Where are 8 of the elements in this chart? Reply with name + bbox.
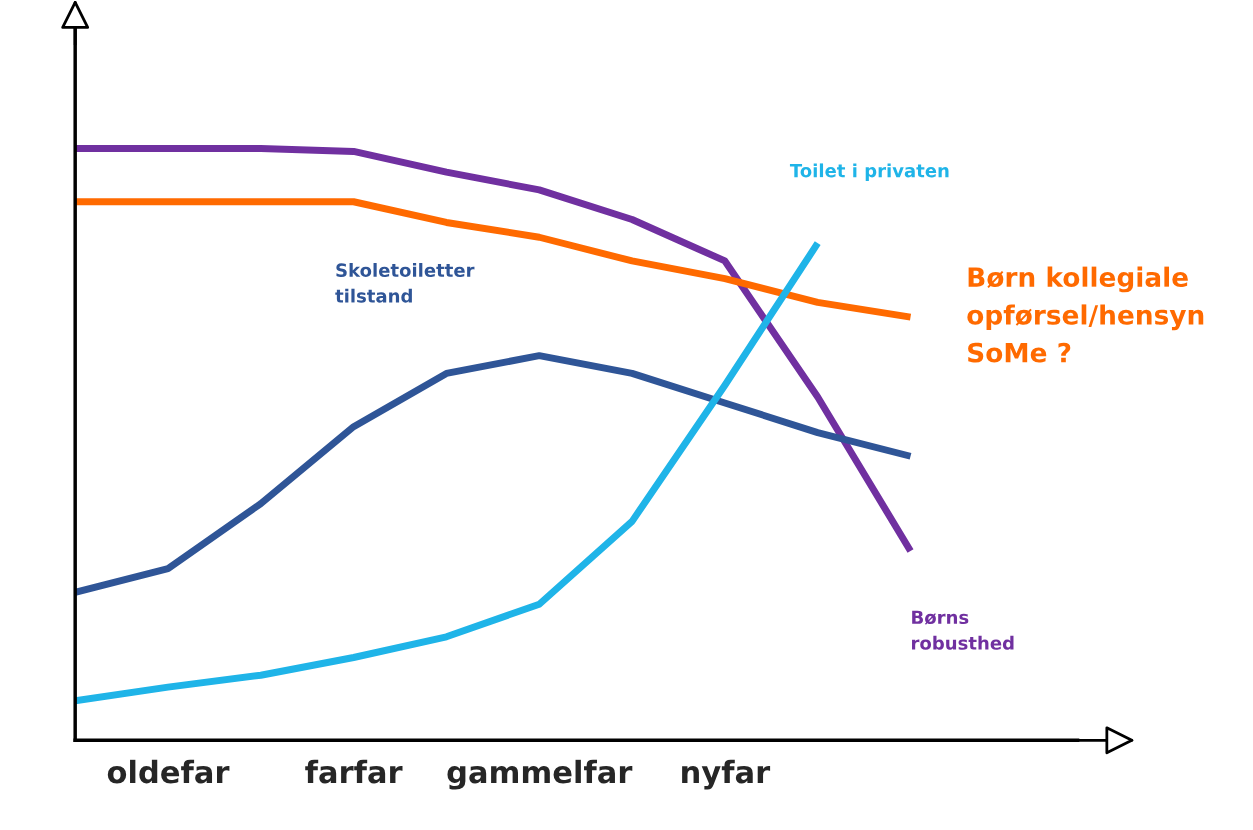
text: Skoletoiletter tilstand — [335, 263, 475, 303]
text: Toilet i privaten — [789, 163, 949, 181]
text: Børn kollegiale opførsel/hensyn SoMe ? — [967, 266, 1204, 363]
x-tick-label: gammelfar — [447, 759, 633, 790]
x-tick-label: oldefar — [107, 759, 230, 784]
x-tick-label: farfar — [305, 759, 403, 784]
text: Børns robusthed — [912, 610, 1014, 650]
x-tick-label: nyfar — [682, 759, 771, 790]
